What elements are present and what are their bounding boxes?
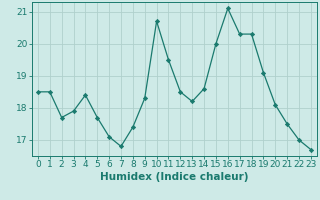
X-axis label: Humidex (Indice chaleur): Humidex (Indice chaleur)	[100, 172, 249, 182]
